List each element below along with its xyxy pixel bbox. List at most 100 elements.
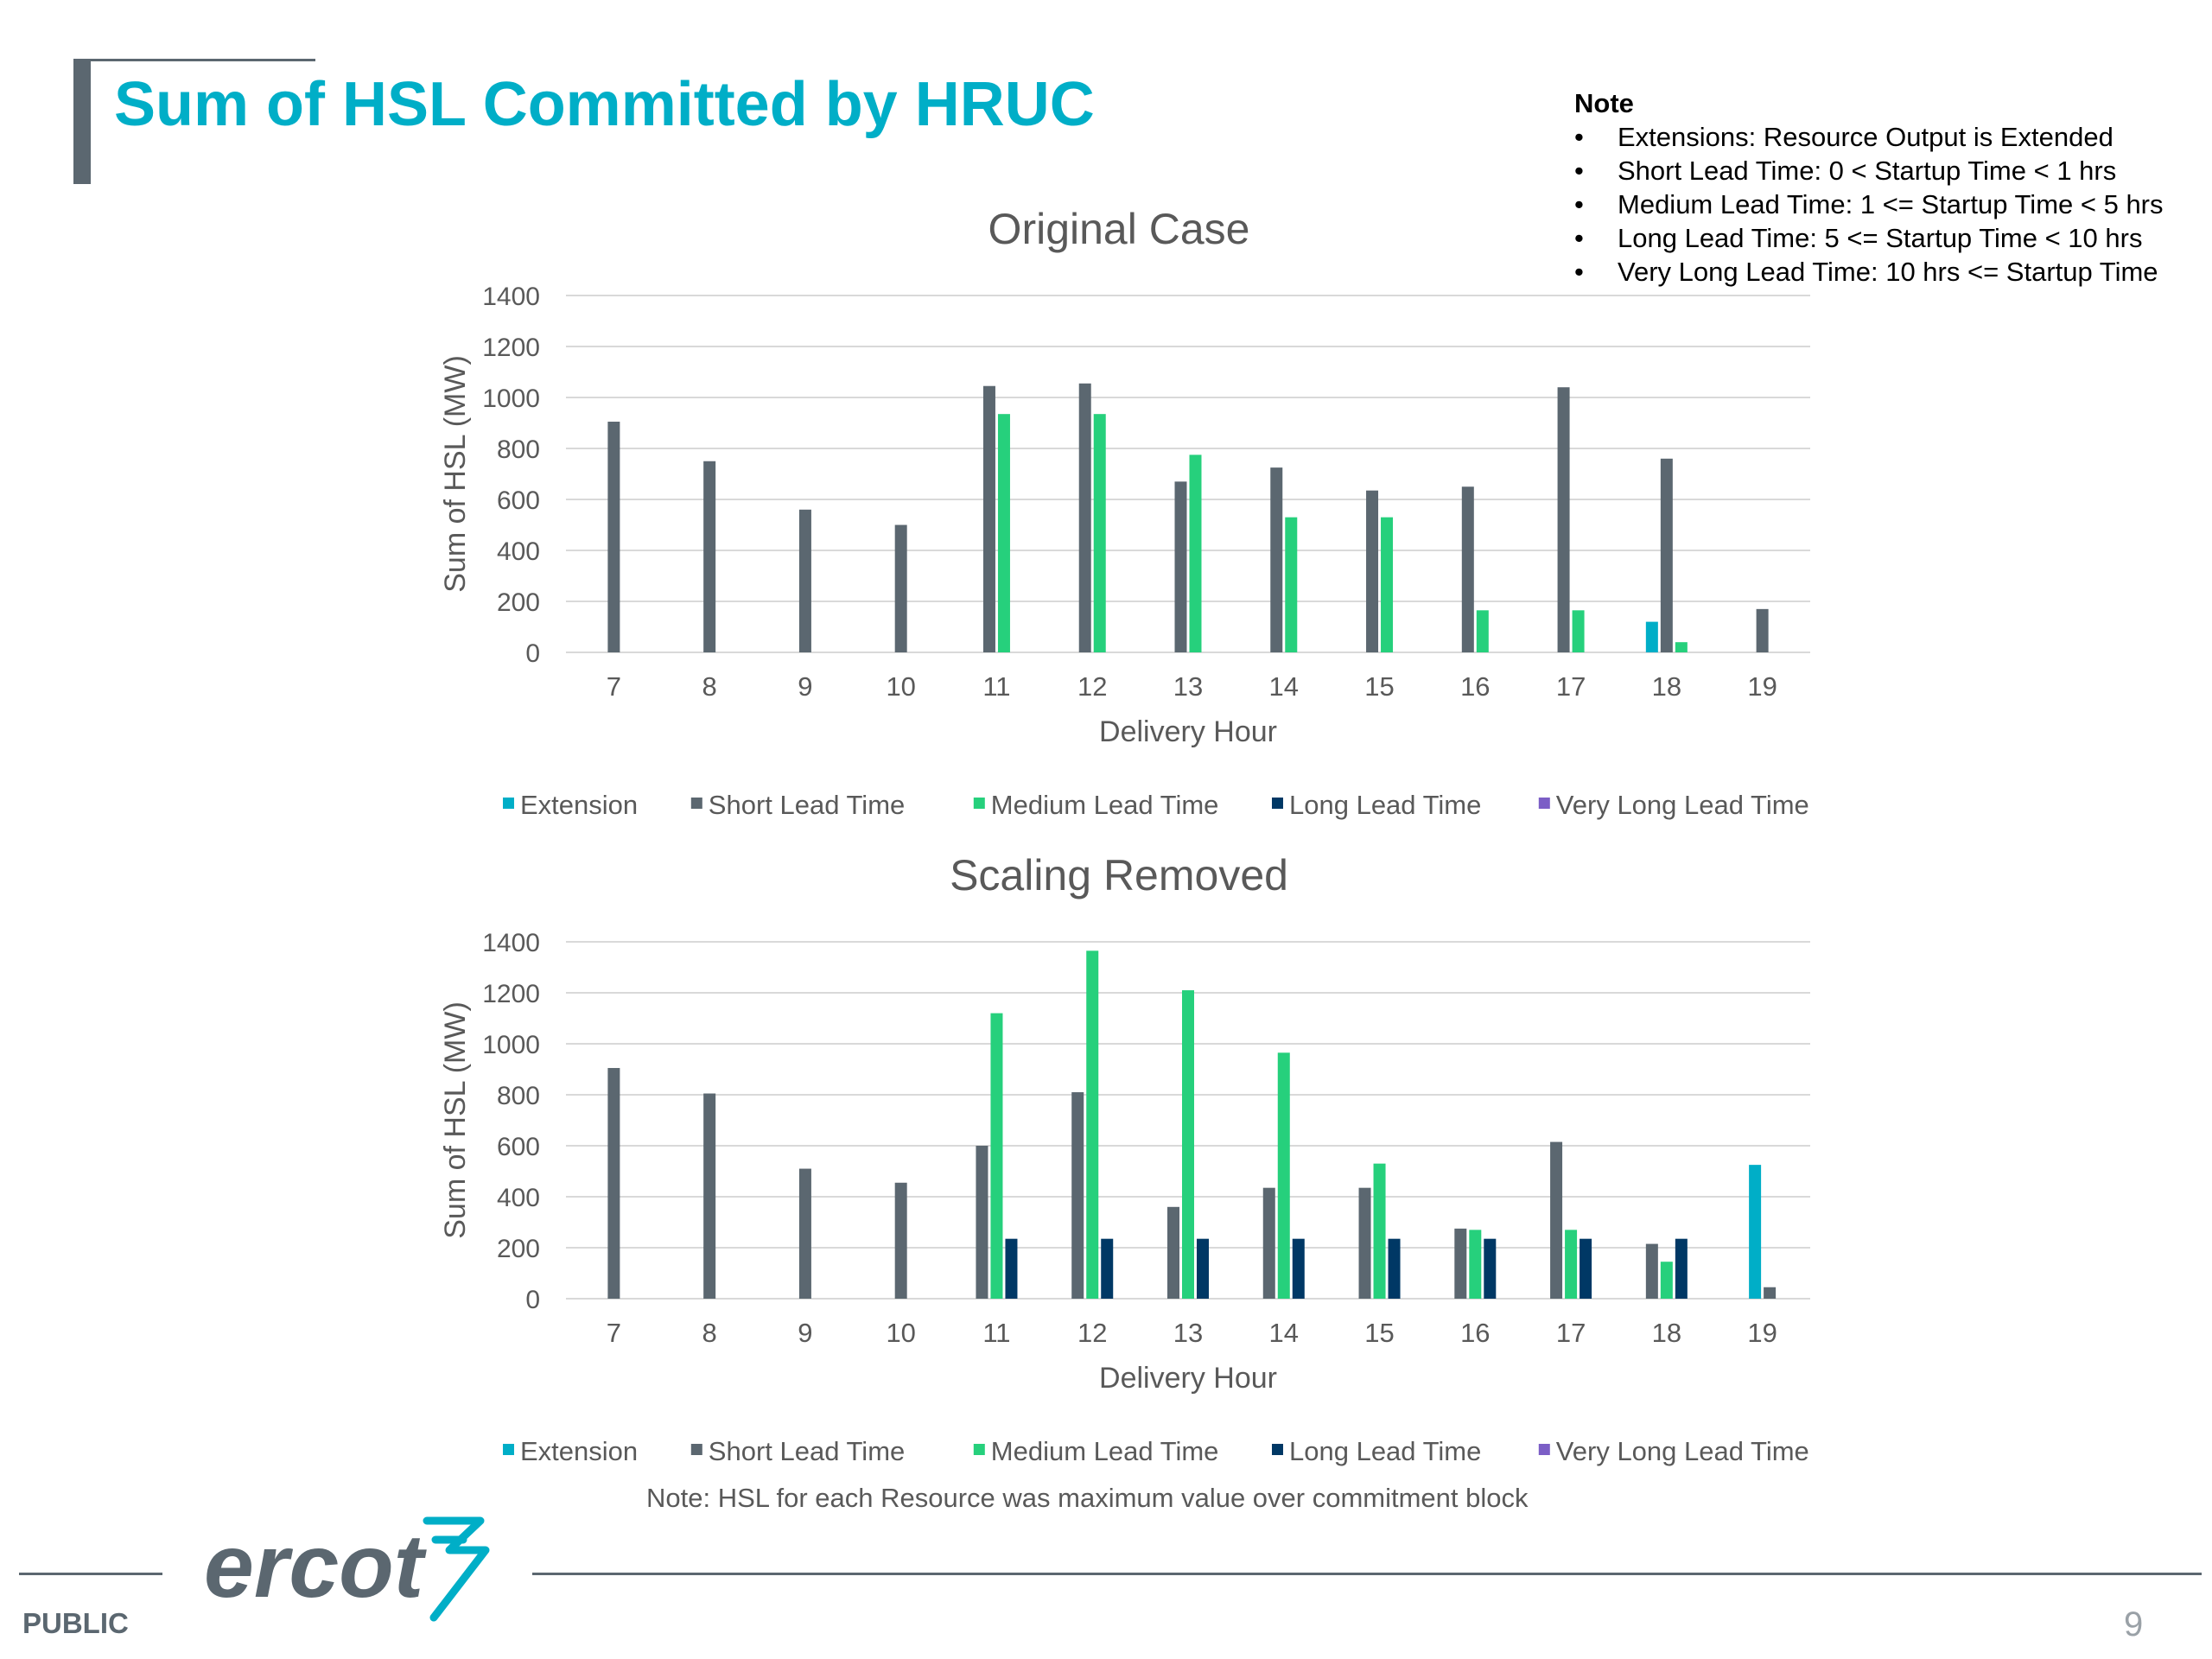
bullet-icon: • xyxy=(1574,156,1584,186)
y-tick-label: 200 xyxy=(497,1235,540,1263)
x-tick-label: 16 xyxy=(1460,1318,1490,1348)
legend-label: Very Long Lead Time xyxy=(1556,1436,1809,1466)
y-tick-label: 1400 xyxy=(482,929,540,957)
x-tick-label: 7 xyxy=(607,1318,621,1348)
legend-swatch xyxy=(1538,798,1550,809)
bar-short-lead-time xyxy=(1262,1187,1275,1299)
bar-short-lead-time xyxy=(976,1146,988,1299)
bar-extension xyxy=(1749,1165,1762,1299)
bar-short-lead-time xyxy=(1078,383,1091,652)
bar-short-lead-time xyxy=(1557,387,1570,652)
footer-line-right xyxy=(532,1573,2202,1575)
logo-bolt-icon xyxy=(423,1516,490,1622)
bar-medium-lead-time xyxy=(1373,1163,1386,1299)
bar-medium-lead-time xyxy=(1565,1230,1578,1299)
bar-short-lead-time xyxy=(1454,1228,1467,1299)
bar-long-lead-time xyxy=(1197,1238,1209,1299)
bar-medium-lead-time xyxy=(1476,610,1489,652)
bar-medium-lead-time xyxy=(997,414,1010,652)
x-tick-label: 7 xyxy=(607,671,621,702)
x-tick-label: 12 xyxy=(1077,1318,1107,1348)
bullet-icon: • xyxy=(1574,223,1584,253)
bar-medium-lead-time xyxy=(1189,454,1202,652)
bar-short-lead-time xyxy=(1167,1206,1179,1299)
legend-swatch xyxy=(690,798,702,809)
public-label: PUBLIC xyxy=(22,1607,129,1639)
bar-medium-lead-time xyxy=(990,1013,1003,1299)
title-accent-bar xyxy=(73,59,315,184)
bar-short-lead-time xyxy=(1366,490,1379,652)
bar-short-lead-time xyxy=(607,422,620,652)
y-tick-label: 1200 xyxy=(482,980,540,1008)
legend-label: Medium Lead Time xyxy=(991,790,1219,820)
bar-short-lead-time xyxy=(1358,1187,1371,1299)
y-tick-label: 1000 xyxy=(482,385,540,413)
ercot-logo: ercot xyxy=(204,1516,490,1622)
note-item-text: Short Lead Time: 0 < Startup Time < 1 hr… xyxy=(1618,156,2117,186)
chart-scaling-removed: Scaling Removed 0 200 400 600 800 1000 1200 1400… xyxy=(439,851,1810,1466)
x-tick-label: 15 xyxy=(1364,671,1394,702)
chart-legend: Extension Short Lead Time Medium Lead Time… xyxy=(503,790,1809,820)
bar-short-lead-time xyxy=(703,461,716,652)
bar-medium-lead-time xyxy=(1660,1262,1673,1299)
y-tick-label: 200 xyxy=(497,588,540,617)
note-item: • Long Lead Time: 5 <= Startup Time < 10 … xyxy=(1574,221,2196,255)
bar-short-lead-time xyxy=(1764,1287,1777,1299)
footnote: Note: HSL for each Resource was maximum … xyxy=(646,1483,1529,1513)
bar-short-lead-time xyxy=(1270,467,1283,652)
note-item: • Short Lead Time: 0 < Startup Time < 1 h… xyxy=(1574,154,2196,188)
x-tick-label: 18 xyxy=(1652,671,1681,702)
bar-short-lead-time xyxy=(1071,1092,1084,1299)
x-tick-label: 9 xyxy=(798,671,812,702)
note-heading: Note xyxy=(1574,88,1634,118)
bar-medium-lead-time xyxy=(1572,610,1585,652)
legend-label: Long Lead Time xyxy=(1289,790,1481,820)
bar-short-lead-time xyxy=(1660,458,1673,652)
bar-short-lead-time xyxy=(894,1182,907,1299)
x-axis-label: Delivery Hour xyxy=(1099,715,1277,748)
legend-label: Very Long Lead Time xyxy=(1556,790,1809,820)
note-box: Note • Extensions: Resource Output is Ext… xyxy=(1574,86,2196,289)
legend-swatch xyxy=(973,1444,985,1455)
x-tick-label: 10 xyxy=(886,671,915,702)
x-axis-label: Delivery Hour xyxy=(1099,1362,1277,1395)
legend-label: Extension xyxy=(520,1436,638,1466)
x-tick-label: 19 xyxy=(1747,671,1777,702)
x-tick-label: 9 xyxy=(798,1318,812,1348)
bar-short-lead-time xyxy=(1174,481,1187,652)
bar-short-lead-time xyxy=(982,385,995,652)
chart-title: Original Case xyxy=(988,205,1250,253)
x-tick-label: 12 xyxy=(1077,671,1107,702)
y-tick-label: 400 xyxy=(497,537,540,566)
x-tick-label: 10 xyxy=(886,1318,915,1348)
note-item: • Very Long Lead Time: 10 hrs <= Startup … xyxy=(1574,255,2196,289)
bullet-icon: • xyxy=(1574,257,1584,287)
x-tick-label: 8 xyxy=(702,671,717,702)
bar-medium-lead-time xyxy=(1277,1052,1290,1299)
x-tick-label: 14 xyxy=(1269,1318,1299,1348)
note-list: • Extensions: Resource Output is Extended… xyxy=(1574,120,2196,289)
note-item-text: Very Long Lead Time: 10 hrs <= Startup T… xyxy=(1618,257,2158,287)
y-axis-label: Sum of HSL (MW) xyxy=(439,355,472,593)
bar-medium-lead-time xyxy=(1093,414,1106,652)
legend-swatch xyxy=(690,1444,702,1455)
legend-label: Extension xyxy=(520,790,638,820)
chart-legend: Extension Short Lead Time Medium Lead Time… xyxy=(503,1436,1809,1466)
bar-medium-lead-time xyxy=(1469,1230,1482,1299)
legend-label: Short Lead Time xyxy=(709,1436,905,1466)
x-tick-label: 15 xyxy=(1364,1318,1394,1348)
y-tick-label: 0 xyxy=(525,1286,540,1314)
bar-long-lead-time xyxy=(1580,1238,1592,1299)
bar-short-lead-time xyxy=(798,509,811,652)
legend-swatch xyxy=(1272,798,1283,809)
x-tick-label: 16 xyxy=(1460,671,1490,702)
x-tick-label: 19 xyxy=(1747,1318,1777,1348)
x-tick-label: 17 xyxy=(1556,671,1586,702)
legend-label: Long Lead Time xyxy=(1289,1436,1481,1466)
bar-long-lead-time xyxy=(1675,1238,1688,1299)
bar-short-lead-time xyxy=(607,1068,620,1299)
note-item-text: Medium Lead Time: 1 <= Startup Time < 5 … xyxy=(1618,189,2164,219)
note-item: • Extensions: Resource Output is Extended xyxy=(1574,120,2196,154)
y-tick-label: 600 xyxy=(497,486,540,515)
legend-label: Medium Lead Time xyxy=(991,1436,1219,1466)
